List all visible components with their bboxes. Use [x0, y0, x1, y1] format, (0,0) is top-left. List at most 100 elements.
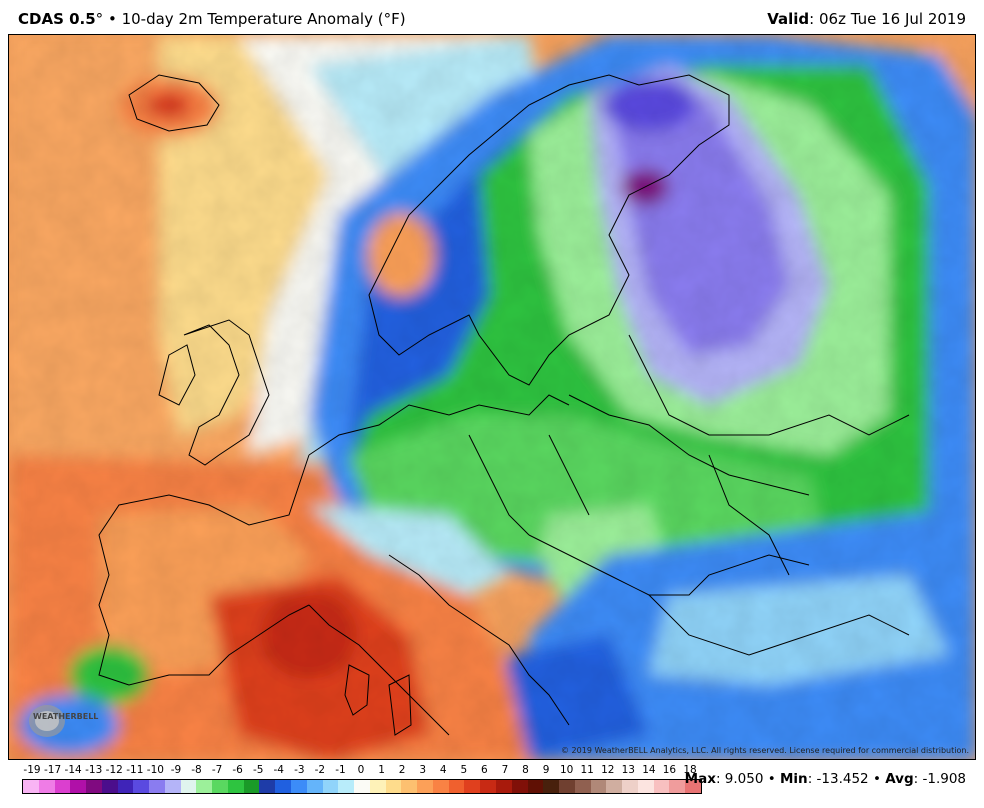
- legend-tick-label: 2: [398, 764, 406, 776]
- legend-swatch: [495, 780, 512, 793]
- legend-swatch: [180, 780, 197, 793]
- legend-tick-label: 4: [439, 764, 447, 776]
- legend-tick-label: 10: [559, 764, 574, 776]
- legend-tick-label: 12: [601, 764, 615, 776]
- legend-tick-label: -1: [335, 764, 346, 776]
- title-bullet: •: [107, 10, 117, 28]
- stats-summary: Max: 9.050 • Min: -13.452 • Avg: -1.908: [685, 771, 966, 787]
- legend-swatch: [101, 780, 118, 793]
- legend-tick-label: 14: [642, 764, 656, 776]
- legend-swatch: [196, 780, 213, 793]
- max-label: Max: [684, 771, 716, 787]
- legend-tick-label: 13: [621, 764, 635, 776]
- legend-swatch: [559, 780, 575, 793]
- legend-tick-label: -6: [232, 764, 243, 776]
- legend-swatch: [54, 780, 71, 793]
- legend-tick-label: -19: [23, 764, 41, 776]
- legend-tick-label: 9: [542, 764, 550, 776]
- legend-swatch: [464, 780, 481, 793]
- min-label: Min: [780, 771, 808, 787]
- legend-tick-label: -14: [64, 764, 82, 776]
- legend-swatch: [574, 780, 591, 793]
- legend-tick-label: -5: [252, 764, 264, 776]
- legend-tick-label: -2: [314, 764, 326, 776]
- legend-swatch: [322, 780, 339, 793]
- degree-symbol: °: [95, 10, 104, 28]
- color-legend: -19 -17 -14 -13 -12 -11 -10 -9 -8 -7 -6 -5 -4 -3 -2 -1 0…: [22, 764, 702, 800]
- legend-tick-labels: -19 -17 -14 -13 -12 -11 -10 -9 -8 -7 -6 -5 -4 -3 -2 -1 0…: [22, 764, 702, 778]
- legend-tick-label: -13: [85, 764, 103, 776]
- legend-tick-label: 11: [580, 764, 594, 776]
- map-canvas: [9, 35, 975, 759]
- legend-swatch: [653, 780, 670, 793]
- legend-swatch: [669, 780, 686, 793]
- legend-swatch: [401, 780, 418, 793]
- legend-swatch: [354, 780, 370, 793]
- valid-value: : 06z Tue 16 Jul 2019: [809, 10, 966, 28]
- legend-swatch: [212, 780, 228, 793]
- legend-swatch: [291, 780, 307, 793]
- legend-tick-label: -8: [191, 764, 202, 776]
- legend-tick-label: -12: [105, 764, 123, 776]
- anomaly-map[interactable]: WEATHERBELL © 2019 WeatherBELL Analytics…: [8, 34, 976, 760]
- stats-sep-2: •: [872, 771, 881, 787]
- legend-swatch: [23, 780, 39, 793]
- legend-swatch: [511, 780, 528, 793]
- avg-value: : -1.908: [913, 771, 966, 787]
- legend-swatch: [275, 780, 292, 793]
- legend-swatch: [606, 780, 623, 793]
- legend-tick-label: -10: [146, 764, 164, 776]
- legend-tick-label: 0: [357, 764, 365, 776]
- legend-swatch: [369, 780, 386, 793]
- legend-tick-label: 6: [481, 764, 488, 776]
- legend-swatch: [417, 780, 433, 793]
- texture-overlay: [9, 35, 975, 759]
- legend-tick-label: 16: [662, 764, 677, 776]
- legend-swatch: [527, 780, 544, 793]
- legend-tick-label: -4: [273, 764, 284, 776]
- legend-swatch: [70, 780, 87, 793]
- legend-swatch: [117, 780, 134, 793]
- legend-swatch: [385, 780, 402, 793]
- legend-swatch: [590, 780, 607, 793]
- legend-tick-label: 7: [501, 764, 509, 776]
- coastlines: [98, 74, 910, 736]
- legend-swatch: [448, 780, 465, 793]
- model-name: CDAS 0.5: [18, 10, 96, 28]
- max-value: : 9.050: [715, 771, 764, 787]
- avg-label: Avg: [885, 771, 914, 787]
- legend-tick-label: 18: [683, 764, 697, 776]
- header-bar: CDAS 0.5° • 10-day 2m Temperature Anomal…: [0, 0, 984, 34]
- map-title: CDAS 0.5° • 10-day 2m Temperature Anomal…: [18, 10, 406, 28]
- valid-label: Valid: [767, 10, 810, 28]
- product-name: 10-day 2m Temperature Anomaly (°F): [121, 10, 406, 28]
- legend-tick-label: 1: [378, 764, 385, 776]
- legend-tick-label: -7: [211, 764, 223, 776]
- legend-swatch: [432, 780, 449, 793]
- legend-swatch: [306, 780, 323, 793]
- min-value: : -13.452: [807, 771, 869, 787]
- legend-tick-label: -11: [126, 764, 144, 776]
- copyright-notice: © 2019 WeatherBELL Analytics, LLC. All r…: [561, 746, 969, 755]
- legend-tick-label: -9: [170, 764, 182, 776]
- legend-swatch: [38, 780, 55, 793]
- legend-swatch: [622, 780, 638, 793]
- legend-tick-label: -3: [294, 764, 305, 776]
- legend-color-bar: [22, 779, 702, 794]
- legend-swatch: [227, 780, 244, 793]
- legend-swatch: [685, 780, 701, 793]
- legend-swatch: [86, 780, 102, 793]
- legend-tick-label: 8: [522, 764, 529, 776]
- legend-swatch: [480, 780, 496, 793]
- legend-swatch: [338, 780, 355, 793]
- legend-tick-label: -17: [43, 764, 62, 776]
- legend-swatch: [164, 780, 181, 793]
- weatherbell-logo-icon: WEATHERBELL: [25, 697, 109, 741]
- legend-swatch: [133, 780, 150, 793]
- stats-sep-1: •: [767, 771, 776, 787]
- logo-text: WEATHERBELL: [33, 712, 98, 721]
- valid-time: Valid: 06z Tue 16 Jul 2019: [767, 10, 966, 28]
- legend-tick-label: 5: [460, 764, 468, 776]
- legend-tick-label: 3: [419, 764, 427, 776]
- legend-swatch: [543, 780, 560, 793]
